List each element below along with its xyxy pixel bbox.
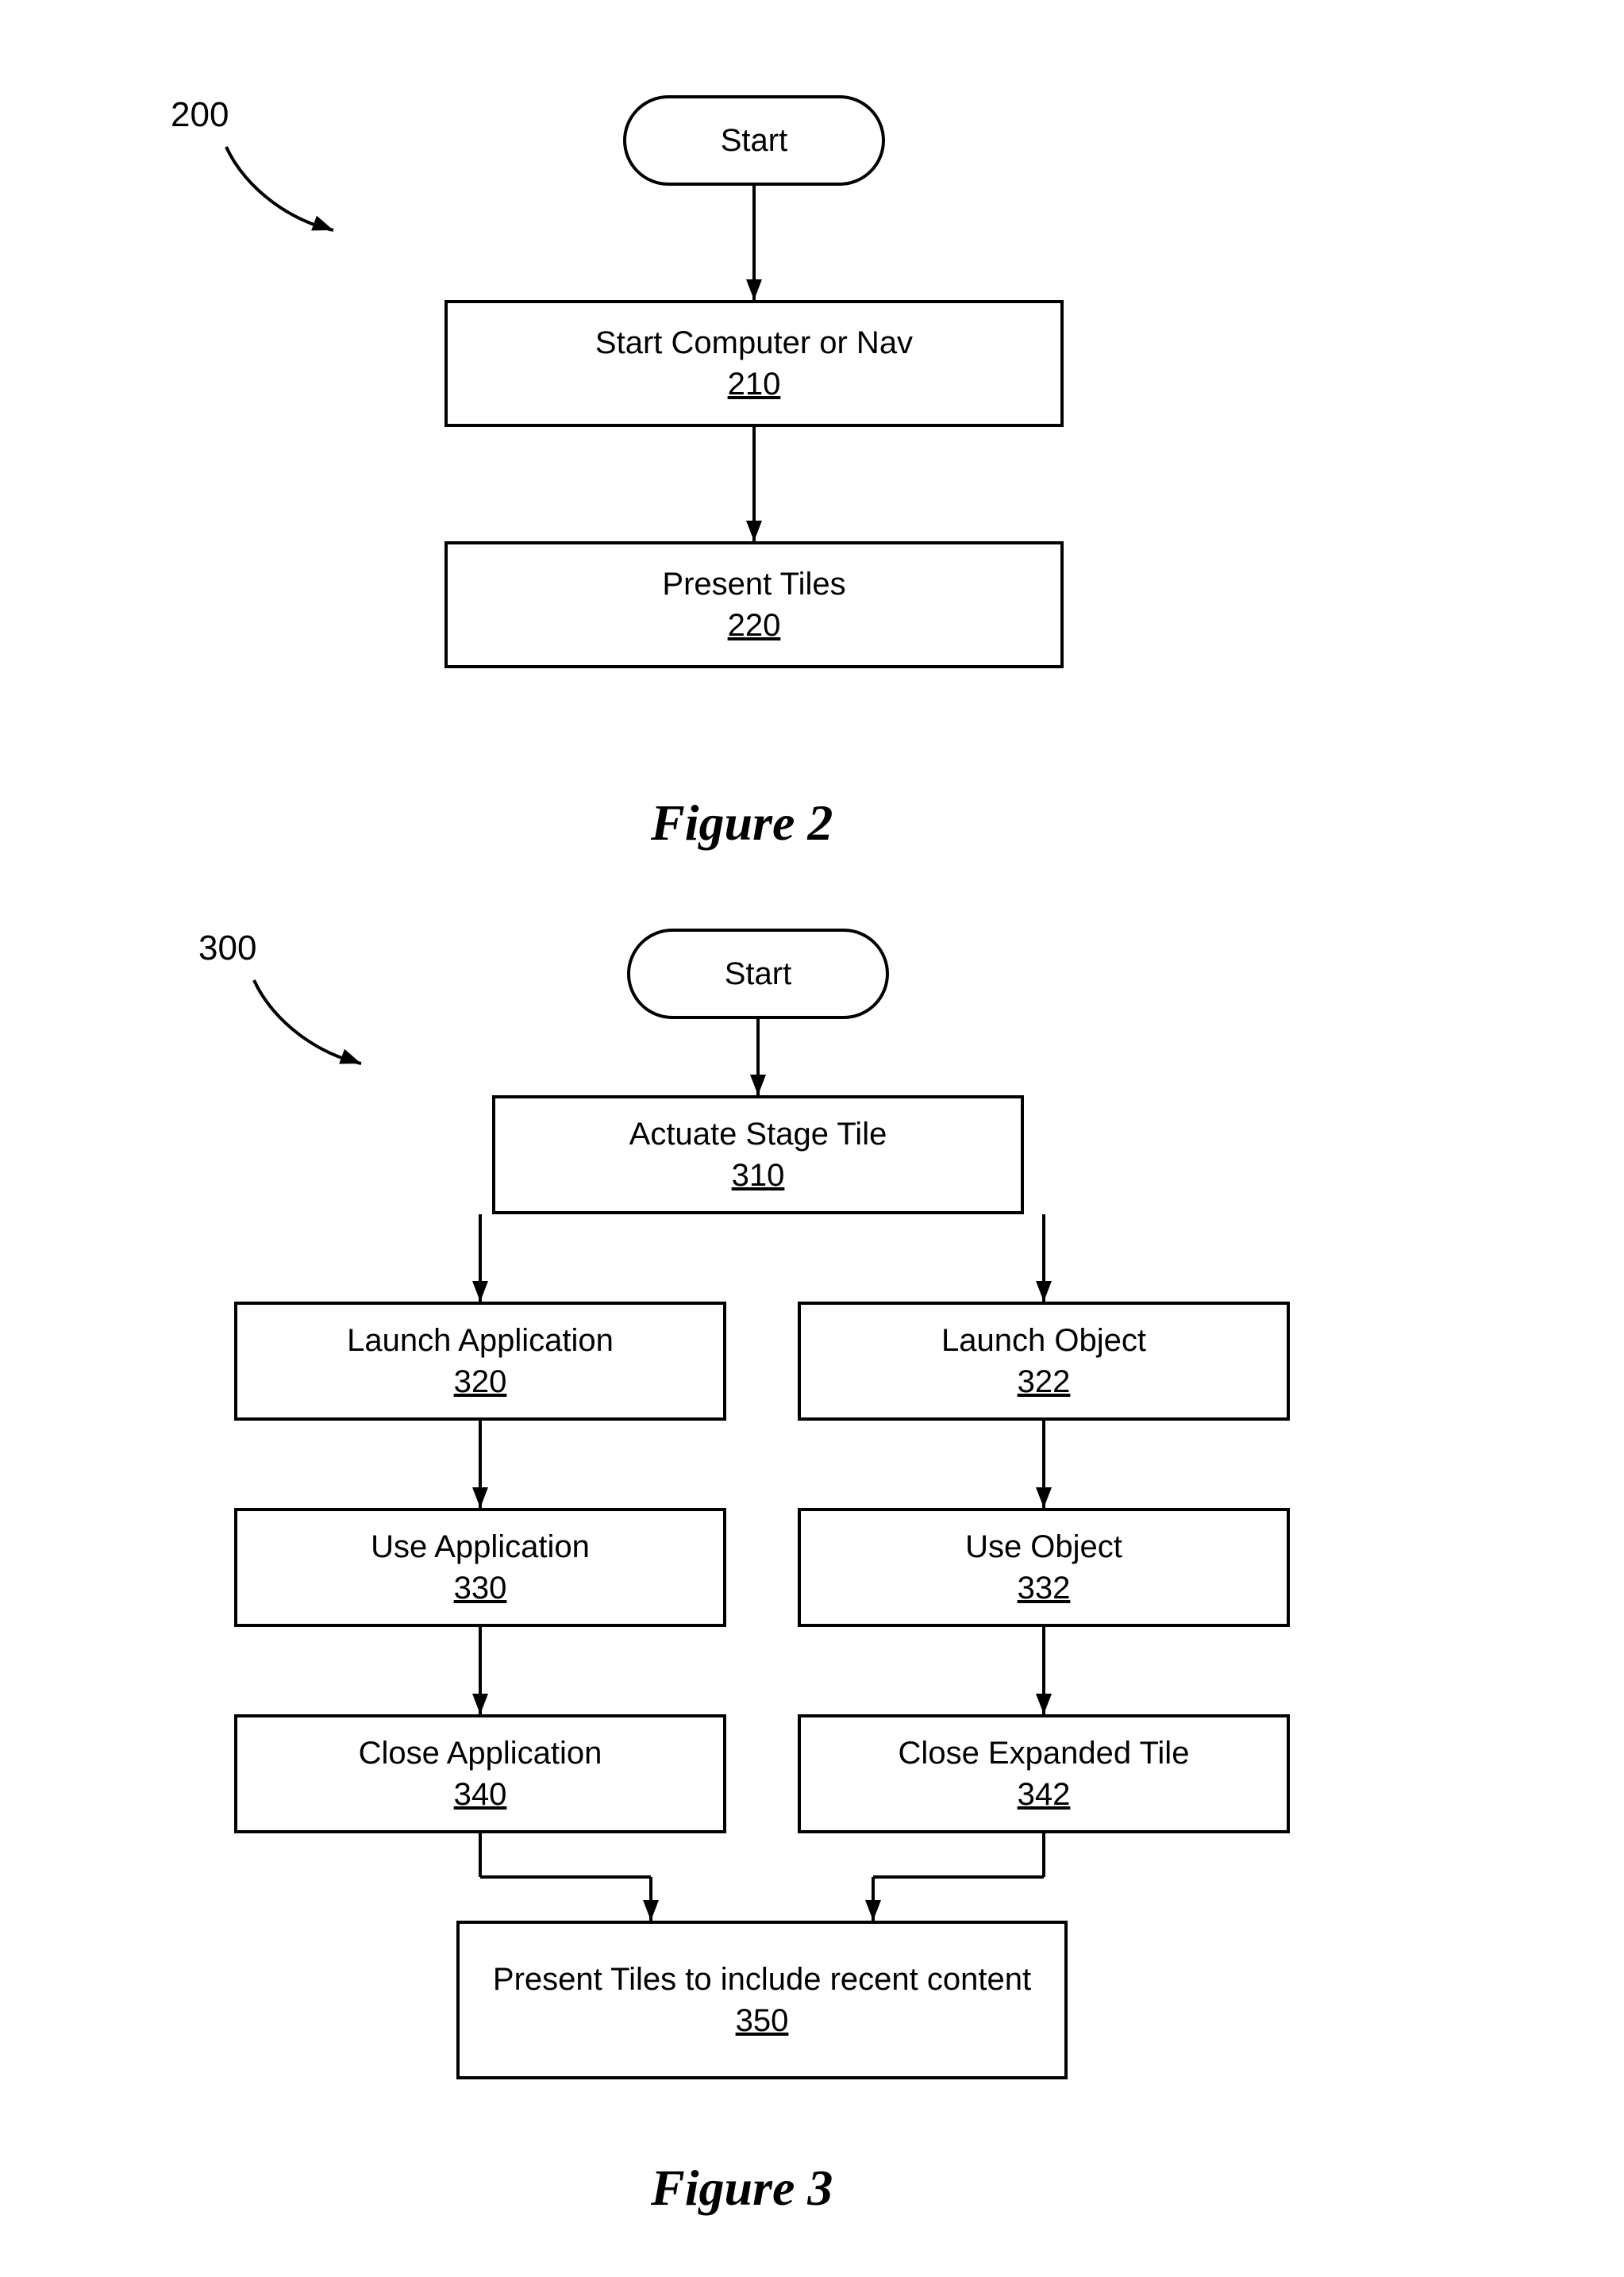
node-label: Actuate Stage Tile (629, 1115, 887, 1153)
figure-ref-label: 300 (198, 929, 256, 968)
node-ref: 330 (454, 1569, 507, 1607)
node-ref: 210 (728, 365, 781, 403)
node-label: Use Object (965, 1528, 1122, 1566)
node-ref: 332 (1018, 1569, 1071, 1607)
flowchart-node-n310: Actuate Stage Tile310 (492, 1095, 1024, 1214)
flowchart-node-n350: Present Tiles to include recent content 3… (456, 1921, 1068, 2079)
node-label: Launch Object (941, 1321, 1146, 1360)
node-label: Start Computer or Nav (595, 324, 913, 362)
figure-caption: Figure 3 (651, 2159, 833, 2217)
flowchart-node-n322: Launch Object322 (798, 1302, 1290, 1421)
flowchart-node-start: Start (627, 929, 889, 1019)
node-ref: 320 (454, 1363, 507, 1401)
node-label: Close Expanded Tile (899, 1734, 1190, 1772)
node-ref: 322 (1018, 1363, 1071, 1401)
flowchart-node-n220: Present Tiles220 (444, 541, 1064, 668)
node-ref: 220 (728, 606, 781, 644)
flowchart-node-n340: Close Application340 (234, 1714, 726, 1833)
flowchart-node-n342: Close Expanded Tile342 (798, 1714, 1290, 1833)
flowchart-node-start: Start (623, 95, 885, 186)
flowchart-node-n320: Launch Application320 (234, 1302, 726, 1421)
figure-caption: Figure 2 (651, 794, 833, 852)
node-ref: 350 (736, 2002, 789, 2040)
node-ref: 310 (732, 1156, 785, 1194)
node-label: Start (721, 123, 787, 159)
flowchart-node-n330: Use Application330 (234, 1508, 726, 1627)
node-ref: 342 (1018, 1775, 1071, 1814)
node-label: Close Application (359, 1734, 602, 1772)
flowchart-node-n332: Use Object332 (798, 1508, 1290, 1627)
flowchart-node-n210: Start Computer or Nav210 (444, 300, 1064, 427)
node-label: Use Application (371, 1528, 590, 1566)
node-label: Present Tiles to include recent content (493, 1960, 1031, 1998)
node-ref: 340 (454, 1775, 507, 1814)
figure-ref-label: 200 (171, 95, 229, 135)
node-label: Start (725, 956, 791, 992)
node-label: Launch Application (347, 1321, 614, 1360)
node-label: Present Tiles (662, 565, 845, 603)
